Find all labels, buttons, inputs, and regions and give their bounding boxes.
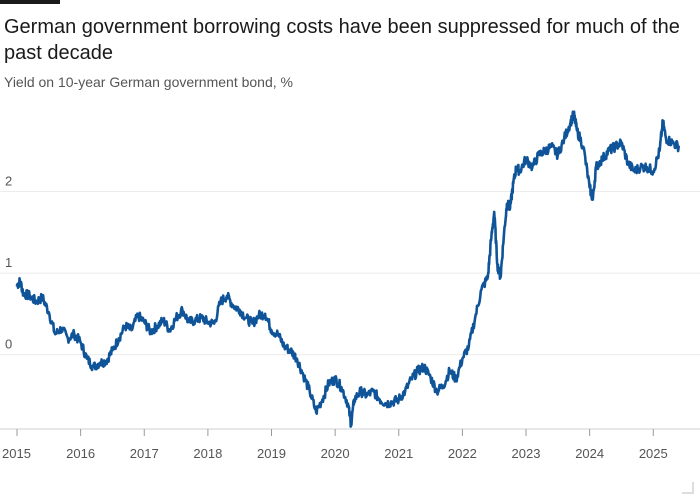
x-tick-label: 2023 — [512, 446, 541, 461]
x-tick-label: 2022 — [448, 446, 477, 461]
chart-subtitle: Yield on 10-year German government bond,… — [4, 74, 293, 90]
resize-corner-icon — [682, 482, 694, 494]
x-axis-ticks: 2015 2016 2017 2018 2019 2020 2021 2022 2023 2024… — [2, 429, 668, 461]
x-tick-label: 2024 — [575, 446, 604, 461]
y-tick-label: 0 — [5, 337, 12, 352]
x-tick-label: 2019 — [257, 446, 286, 461]
x-tick-label: 2015 — [2, 446, 31, 461]
y-axis-ticks: 0 1 2 — [5, 174, 12, 352]
brand-top-bar — [0, 0, 60, 4]
y-tick-label: 2 — [5, 174, 12, 189]
series-line-10y-bund-yield — [15, 110, 681, 428]
x-tick-label: 2016 — [66, 446, 95, 461]
chart-title: German government borrowing costs have b… — [4, 16, 680, 64]
x-tick-label: 2025 — [639, 446, 668, 461]
x-tick-label: 2020 — [321, 446, 350, 461]
x-tick-label: 2017 — [130, 446, 159, 461]
x-tick-label: 2021 — [384, 446, 413, 461]
y-tick-label: 1 — [5, 255, 12, 270]
x-tick-label: 2018 — [193, 446, 222, 461]
series-layer — [15, 110, 681, 428]
grid — [0, 191, 700, 430]
